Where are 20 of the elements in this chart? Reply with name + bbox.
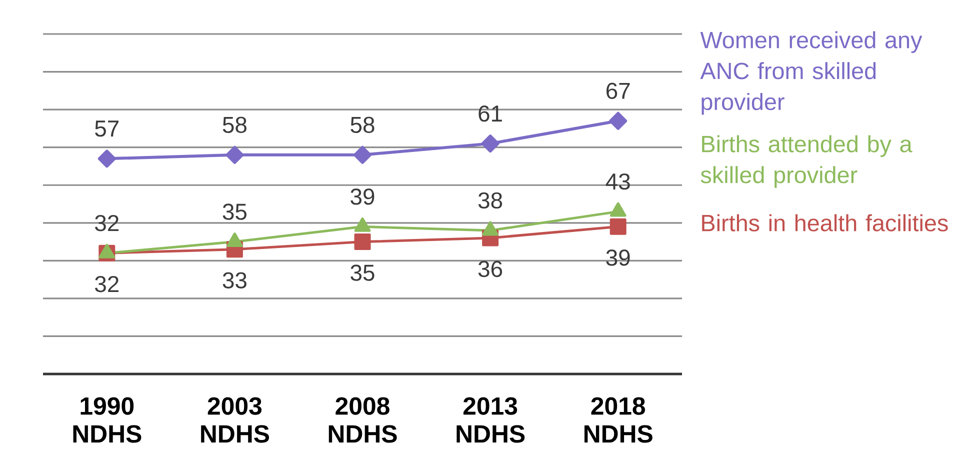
text: Births attended by a skilled provider bbox=[700, 135, 912, 188]
data-label: 67 bbox=[606, 82, 630, 99]
data-label: 58 bbox=[222, 116, 246, 133]
x-tick-label: 2003 NDHS bbox=[201, 397, 270, 443]
x-tick-label: 2013 NDHS bbox=[456, 397, 525, 443]
text: Women received any ANC from skilled provider bbox=[700, 31, 922, 115]
x-tick-label: 2018 NDHS bbox=[584, 397, 652, 443]
data-label: 35 bbox=[222, 204, 246, 220]
x-tick-label: 1990 NDHS bbox=[73, 397, 142, 443]
text: Births in health facilities bbox=[702, 214, 948, 232]
data-label: 36 bbox=[478, 260, 502, 278]
data-label: 58 bbox=[350, 116, 374, 133]
data-label: 57 bbox=[95, 120, 118, 137]
data-label: 61 bbox=[478, 105, 502, 122]
data-label: 39 bbox=[350, 188, 374, 205]
x-tick-label: 2008 NDHS bbox=[328, 397, 397, 443]
data-label: 33 bbox=[222, 272, 246, 288]
data-label: 35 bbox=[350, 264, 374, 281]
data-label: 32 bbox=[95, 276, 118, 292]
data-label: 38 bbox=[478, 192, 502, 209]
